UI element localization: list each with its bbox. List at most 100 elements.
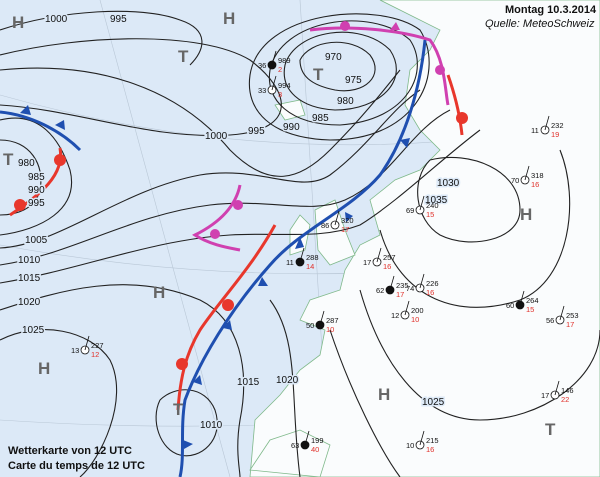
station-value: 56 [546,316,554,325]
isobar-label: 990 [28,185,45,196]
warm-front-north [446,74,464,136]
station-plots: 9892369943333201786288141125716172401569… [71,50,579,454]
isobar-label: 1000 [205,131,228,142]
low-pressure-label: T [545,420,556,439]
isobar-label: 1025 [422,397,445,408]
caption-german: Wetterkarte von 12 UTC [8,445,132,457]
isobar-label: 980 [337,96,354,107]
isobar-label: 995 [110,14,127,25]
high-pressure-label: H [223,9,235,28]
station-temperature: 15 [526,305,534,314]
low-pressure-label: T [3,150,14,169]
station-temperature: 15 [426,210,434,219]
station-temperature: 17 [396,290,404,299]
warm-front-main [176,224,277,411]
station-value: 33 [258,86,266,95]
station-pressure: 226 [426,279,439,288]
high-pressure-label: H [378,385,390,404]
isobar-label: 1030 [437,178,460,189]
station-pressure: 235 [396,281,409,290]
high-pressure-label: H [520,205,532,224]
station-value: 12 [391,311,399,320]
station-temperature: 16 [383,262,391,271]
isobar-label: 1020 [276,375,299,386]
isobar-label: 1010 [200,420,223,431]
isobar-label: 975 [345,75,362,86]
station-value: 17 [541,391,549,400]
isobar-label: 1020 [18,297,41,308]
isobar-labels: 1000 995 970 975 980 985 990 995 1000 980 985 990 99… [17,13,462,433]
station-pressure: 232 [551,121,564,130]
high-pressure-label: H [38,359,50,378]
station-pressure: 200 [411,306,424,315]
wind-barb-icon [404,300,410,316]
station-value: 70 [511,176,519,185]
wind-barb-icon [271,75,277,91]
station-pressure: 320 [341,216,354,225]
wind-barb-icon [389,275,395,291]
wind-barb-icon [519,290,525,306]
station-pressure: 215 [426,436,439,445]
station-value: 10 [406,441,414,450]
isobar-label: 985 [312,113,329,124]
isobar-label: 1010 [18,255,41,266]
wind-barb-icon [319,310,325,326]
wind-barb-icon [376,247,382,263]
station-pressure: 264 [526,296,539,305]
station-value: 11 [531,126,539,135]
station-temperature: 14 [306,262,314,271]
isobar-label: 995 [28,198,45,209]
wind-barb-icon [544,115,550,131]
station-temperature: 12 [91,350,99,359]
station-value: 60 [506,301,514,310]
wind-barb-icon [334,210,340,226]
station-pressure: 318 [531,171,544,180]
station-pressure: 146 [561,386,574,395]
station-temperature: 10 [411,315,419,324]
station-pressure: 227 [91,341,104,350]
station-temperature: 19 [551,130,559,139]
low-pressure-label: T [173,400,184,419]
wind-barb-icon [271,50,277,66]
station-pressure: 994 [278,81,291,90]
isobar-label: 1005 [25,235,48,246]
station-pressure: 288 [306,253,319,262]
isobar-label: 1000 [45,14,68,25]
station-value: 50 [306,321,314,330]
station-value: 17 [363,258,371,267]
station-value: 13 [71,346,79,355]
station-temperature: 16 [426,288,434,297]
isobar-label: 990 [283,122,300,133]
isobar-label: 995 [248,126,265,137]
station-value: 74 [406,284,414,293]
station-pressure: 287 [326,316,339,325]
wind-barb-icon [559,305,565,321]
isobar-label: 980 [18,158,35,169]
wind-barb-icon [554,380,560,396]
station-pressure: 199 [311,436,324,445]
wind-barb-icon [419,195,425,211]
wind-barb-icon [419,430,425,446]
station-temperature: 10 [326,325,334,334]
isobar-label: 985 [28,172,45,183]
wind-barb-icon [299,247,305,263]
station-temperature: 2 [278,65,282,74]
low-pressure-label: T [313,65,324,84]
station-temperature: 17 [341,225,349,234]
station-value: 69 [406,206,414,215]
isobars [0,10,600,477]
isobar-label: 1035 [425,195,448,206]
